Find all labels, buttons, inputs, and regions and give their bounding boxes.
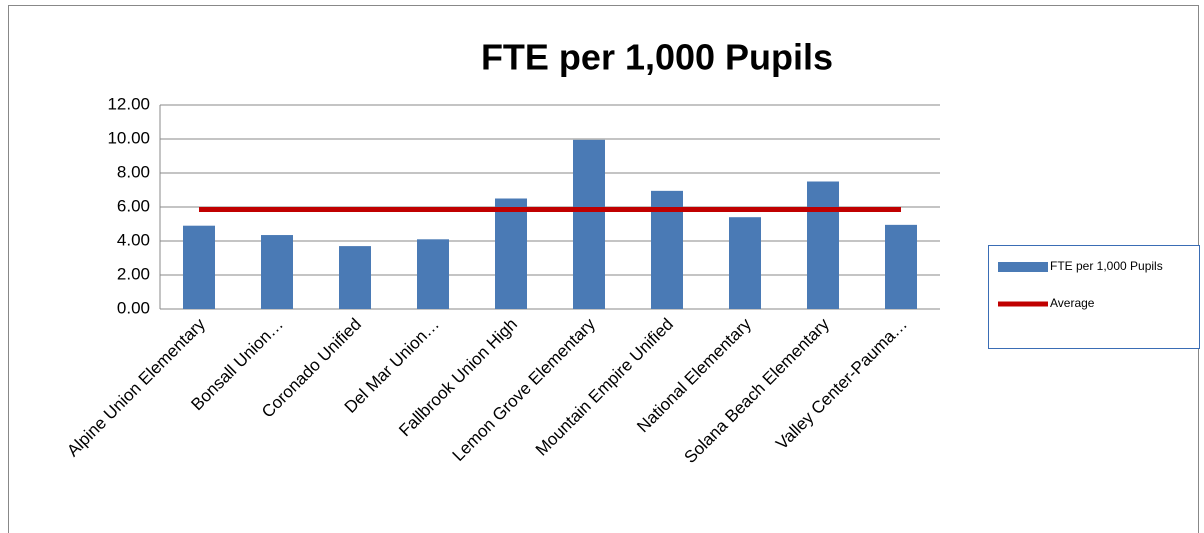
bar: [495, 198, 527, 309]
bar: [807, 181, 839, 309]
bar: [885, 224, 917, 309]
y-tick-label: 8.00: [117, 162, 150, 181]
y-tick-label: 2.00: [117, 264, 150, 283]
y-tick-label: 12.00: [107, 94, 150, 113]
legend-label: FTE per 1,000 Pupils: [1050, 259, 1163, 273]
bar: [729, 217, 761, 309]
bar: [573, 139, 605, 309]
bar: [417, 239, 449, 309]
bar: [339, 246, 371, 309]
bar: [261, 235, 293, 309]
legend-label: Average: [1050, 296, 1095, 310]
y-tick-label: 6.00: [117, 196, 150, 215]
y-tick-label: 0.00: [117, 298, 150, 317]
legend-swatch: [998, 262, 1048, 272]
y-tick-label: 10.00: [107, 128, 150, 147]
chart-title: FTE per 1,000 Pupils: [481, 37, 833, 78]
bar: [183, 225, 215, 309]
y-tick-label: 4.00: [117, 230, 150, 249]
